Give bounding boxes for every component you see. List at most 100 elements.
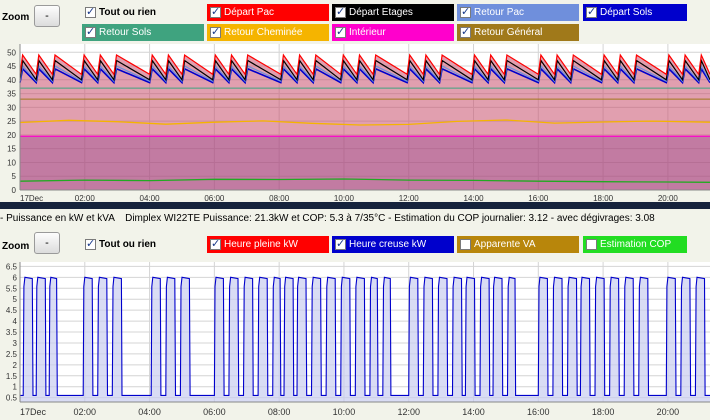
legend-label: Retour Sols bbox=[99, 27, 152, 38]
legend-label: Heure creuse kW bbox=[349, 239, 427, 250]
y-tick-label: 4 bbox=[13, 317, 18, 326]
y-tick-label: 0.5 bbox=[6, 394, 18, 403]
series-line-depart-etages bbox=[19, 58, 710, 82]
legend-toggle-1[interactable]: Départ Etages bbox=[332, 4, 454, 21]
y-tick-label: 1 bbox=[13, 383, 18, 392]
series-area-heure-creuse bbox=[20, 277, 710, 402]
y-tick-label: 4.5 bbox=[6, 306, 18, 315]
checkbox-icon[interactable] bbox=[210, 25, 221, 38]
x-tick-label: 18:00 bbox=[592, 407, 615, 417]
series-line-retour-pac bbox=[19, 64, 710, 83]
checkbox-icon[interactable] bbox=[460, 25, 471, 38]
series-line-retour-cheminee bbox=[19, 119, 710, 126]
y-tick-label: 6.5 bbox=[6, 262, 18, 271]
x-tick-label: 14:00 bbox=[464, 194, 485, 202]
y-tick-label: 3 bbox=[13, 339, 18, 348]
legend-toggle-3[interactable]: Estimation COP bbox=[583, 236, 687, 253]
checkbox-icon[interactable] bbox=[85, 237, 96, 250]
y-tick-label: 3.5 bbox=[6, 328, 18, 337]
y-tick-label: 50 bbox=[7, 48, 16, 57]
x-tick-label: 08:00 bbox=[269, 194, 290, 202]
y-tick-label: 10 bbox=[7, 158, 16, 167]
series-line-exterieur bbox=[19, 178, 710, 183]
toggle-all-checkbox[interactable]: Tout ou rien bbox=[82, 4, 159, 21]
zoom-label: Zoom bbox=[2, 12, 30, 23]
legend-label: Heure pleine kW bbox=[224, 239, 298, 250]
y-tick-label: 0 bbox=[12, 186, 17, 195]
checkbox-icon[interactable] bbox=[210, 5, 221, 18]
checkbox-icon[interactable] bbox=[586, 5, 597, 18]
legend-toggle-4[interactable]: Retour Sols bbox=[82, 24, 204, 41]
legend-toggle-3[interactable]: Départ Sols bbox=[583, 4, 687, 21]
legend-label: Intérieur bbox=[349, 27, 386, 38]
x-tick-label: 20:00 bbox=[658, 194, 679, 202]
legend-label: Retour Général bbox=[474, 27, 543, 38]
power-unit-label: - Puissance en kW et kVA bbox=[0, 213, 115, 224]
x-tick-label: 10:00 bbox=[333, 407, 356, 417]
x-tick-label: 06:00 bbox=[204, 194, 225, 202]
x-tick-label: 18:00 bbox=[593, 194, 614, 202]
x-tick-label: 04:00 bbox=[140, 194, 161, 202]
y-tick-label: 6 bbox=[13, 273, 18, 282]
checkbox-icon[interactable] bbox=[210, 237, 221, 250]
x-tick-label: 17Dec bbox=[20, 194, 43, 202]
y-tick-label: 35 bbox=[7, 90, 16, 99]
legend-toggle-1[interactable]: Heure creuse kW bbox=[332, 236, 454, 253]
y-tick-label: 2.5 bbox=[6, 350, 18, 359]
y-tick-label: 2 bbox=[13, 361, 18, 370]
x-tick-label: 08:00 bbox=[268, 407, 291, 417]
y-tick-label: 20 bbox=[7, 131, 16, 140]
y-tick-label: 5.5 bbox=[6, 284, 18, 293]
legend-label: Retour Pac bbox=[474, 7, 525, 18]
info-bar: - Puissance en kW et kVA Dimplex WI22TE … bbox=[0, 211, 710, 227]
legend-label: Départ Etages bbox=[349, 7, 413, 18]
x-tick-label: 16:00 bbox=[528, 194, 549, 202]
x-tick-label: 16:00 bbox=[527, 407, 550, 417]
legend-label: Apparente VA bbox=[474, 239, 536, 250]
y-tick-label: 40 bbox=[7, 76, 16, 85]
legend-toggle-0[interactable]: Heure pleine kW bbox=[207, 236, 329, 253]
x-tick-label: 06:00 bbox=[203, 407, 226, 417]
checkbox-icon[interactable] bbox=[460, 239, 471, 250]
checkbox-icon[interactable] bbox=[335, 25, 346, 38]
y-tick-label: 25 bbox=[7, 117, 16, 126]
y-tick-label: 1.5 bbox=[6, 372, 18, 381]
x-tick-label: 12:00 bbox=[397, 407, 420, 417]
zoom-label-bottom: Zoom bbox=[2, 241, 30, 252]
x-tick-label: 12:00 bbox=[399, 194, 420, 202]
panel-separator bbox=[0, 202, 710, 209]
checkbox-icon[interactable] bbox=[335, 5, 346, 18]
zoom-out-button[interactable]: - bbox=[34, 5, 60, 27]
checkbox-icon[interactable] bbox=[335, 237, 346, 250]
legend-toggle-0[interactable]: Départ Pac bbox=[207, 4, 329, 21]
legend-toggle-7[interactable]: Retour Général bbox=[457, 24, 579, 41]
toggle-all-checkbox-bottom[interactable]: Tout ou rien bbox=[82, 236, 159, 253]
y-tick-label: 15 bbox=[7, 145, 16, 154]
y-tick-label: 45 bbox=[7, 62, 16, 71]
series-area-depart-pac bbox=[20, 55, 710, 190]
series-line-heure-creuse bbox=[20, 276, 710, 396]
checkbox-icon[interactable] bbox=[85, 5, 96, 18]
y-tick-label: 5 bbox=[12, 172, 17, 181]
x-tick-label: 17Dec bbox=[20, 407, 47, 417]
x-tick-label: 14:00 bbox=[462, 407, 485, 417]
legend-toggle-5[interactable]: Retour Cheminée bbox=[207, 24, 329, 41]
checkbox-icon[interactable] bbox=[586, 239, 597, 250]
temperature-chart: 0 5 10 15 20 25 30 35 40 45 50 17Dec 02:00 04:00 06:00… bbox=[7, 44, 710, 202]
legend-label: Retour Cheminée bbox=[224, 27, 303, 38]
legend-toggle-2[interactable]: Apparente VA bbox=[457, 236, 579, 253]
legend-toggle-2[interactable]: Retour Pac bbox=[457, 4, 579, 21]
x-tick-label: 02:00 bbox=[75, 194, 96, 202]
cop-info-text: Dimplex WI22TE Puissance: 21.3kW et COP:… bbox=[125, 213, 655, 224]
x-tick-label: 02:00 bbox=[74, 407, 97, 417]
x-tick-label: 04:00 bbox=[138, 407, 161, 417]
legend-toggle-6[interactable]: Intérieur bbox=[332, 24, 454, 41]
y-tick-label: 5 bbox=[13, 295, 18, 304]
legend-label: Estimation COP bbox=[600, 239, 672, 250]
power-chart: 0.5 1 1.5 2 2.5 3 3.5 4 4.5 5 5.5 6 6.5 17Dec 02:00 04:… bbox=[6, 262, 710, 417]
zoom-out-button-bottom[interactable]: - bbox=[34, 232, 60, 254]
legend-label: Départ Pac bbox=[224, 7, 275, 18]
checkbox-icon[interactable] bbox=[85, 25, 96, 38]
y-tick-label: 30 bbox=[7, 103, 16, 112]
checkbox-icon[interactable] bbox=[460, 5, 471, 18]
